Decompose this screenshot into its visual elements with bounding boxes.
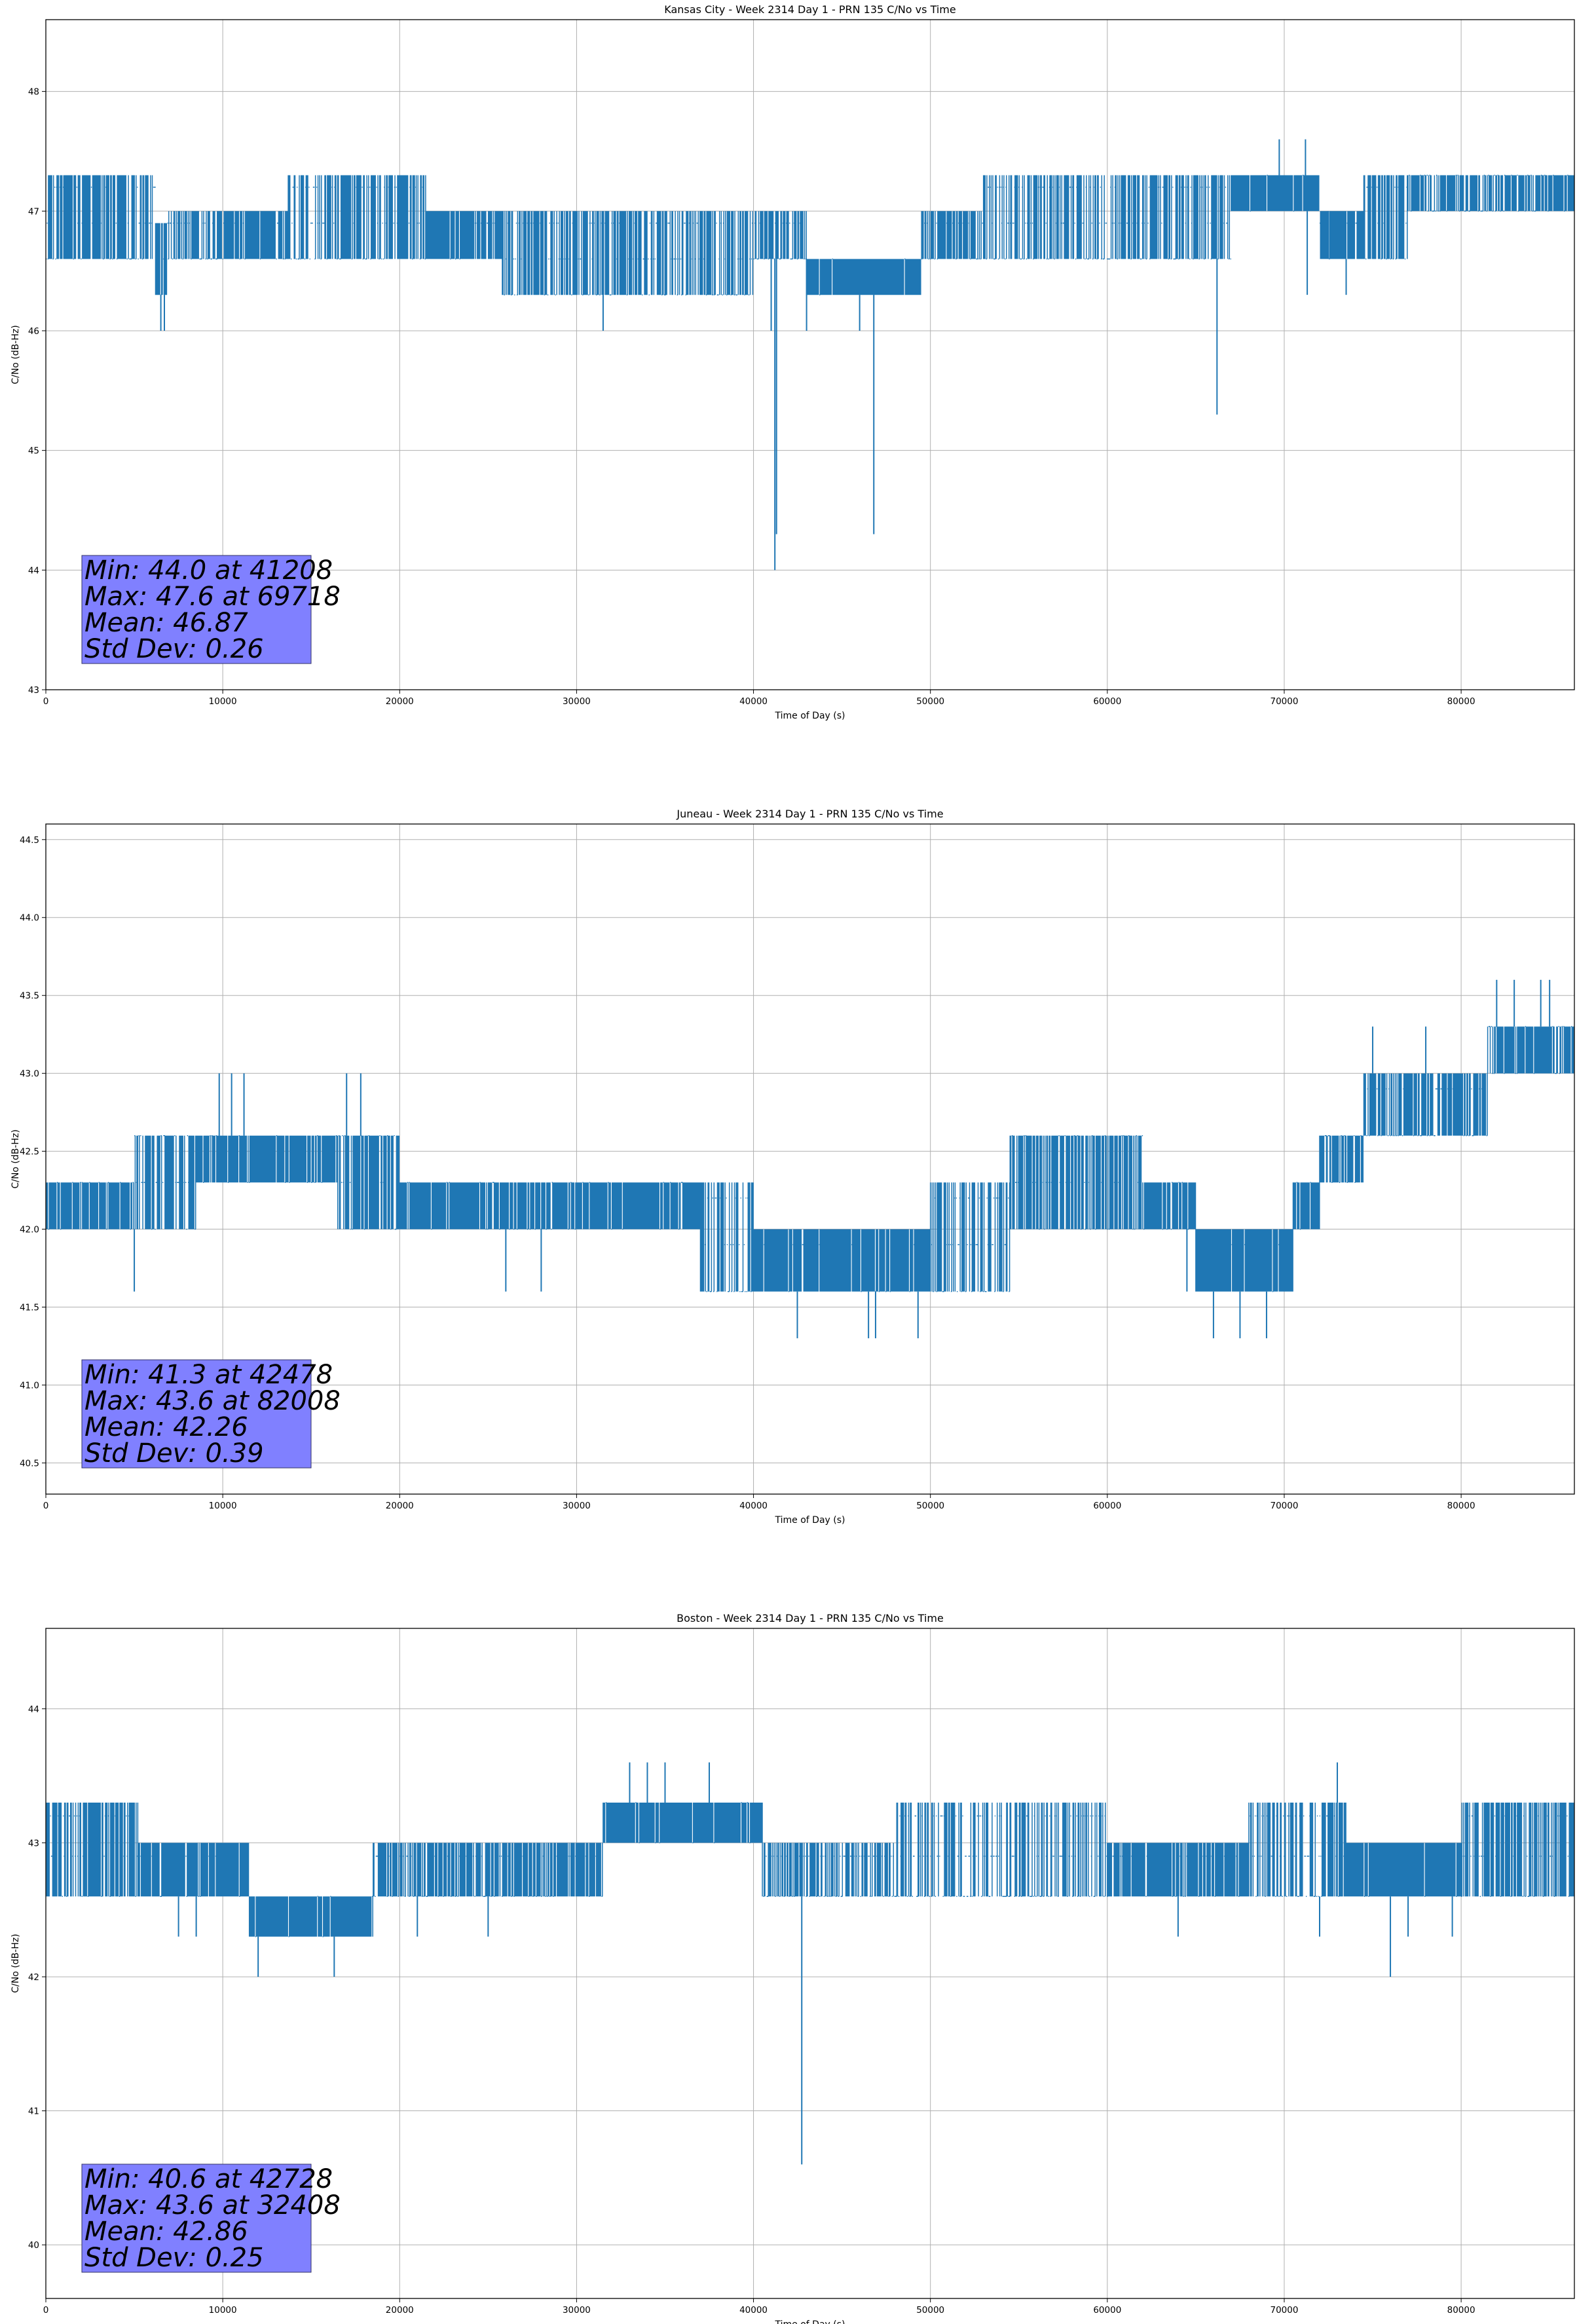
x-tick-label: 40000: [739, 1501, 768, 1511]
chart-panel-2: 0 10000 20000 30000 40000 50000 60000 70000 8000…: [10, 1612, 1575, 2324]
x-tick-label: 60000: [1093, 696, 1121, 707]
plot-frame: [45, 19, 1575, 690]
plot-frame: [45, 1628, 1575, 2299]
plot-frame: [45, 823, 1575, 1495]
stats-std: Std Dev: 0.39: [84, 1438, 264, 1469]
y-tick-label: 41.0: [20, 1380, 39, 1391]
x-tick-label: 50000: [916, 2305, 944, 2315]
y-tick-label: 44: [28, 565, 39, 576]
x-tick-label: 30000: [563, 1501, 591, 1511]
x-tick-label: 40000: [739, 2305, 768, 2315]
y-tick-label: 43: [28, 1838, 39, 1848]
x-tick-label: 80000: [1447, 2305, 1475, 2315]
x-axis-label: Time of Day (s): [775, 1515, 845, 1526]
x-axis-label: Time of Day (s): [775, 2319, 845, 2324]
series-cno: [46, 1762, 1574, 2165]
stats-max: Max: 43.6 at 32408: [84, 2190, 341, 2221]
x-tick-label: 0: [43, 1501, 49, 1511]
x-tick-label: 20000: [386, 696, 414, 707]
series-cno: [46, 139, 1574, 571]
y-tick-label: 43: [28, 685, 39, 696]
y-tick-label: 45: [28, 446, 39, 457]
y-axis-label: C/No (dB-Hz): [10, 325, 21, 384]
stats-std: Std Dev: 0.26: [84, 634, 264, 664]
x-axis-label: Time of Day (s): [775, 711, 845, 721]
x-tick-label: 0: [43, 696, 49, 707]
x-tick-label: 10000: [209, 2305, 237, 2315]
x-tick-label: 10000: [209, 1501, 237, 1511]
x-tick-label: 60000: [1093, 1501, 1121, 1511]
stats-mean: Mean: 46.87: [84, 608, 248, 638]
stats-box-bg: [81, 1359, 312, 1469]
y-axis-label: C/No (dB-Hz): [10, 1934, 21, 1993]
chart-panel-1: 0 10000 20000 30000 40000 50000 60000 70000 8000…: [10, 808, 1575, 1526]
series-line: [46, 1802, 1574, 1938]
stats-min: Min: 44.0 at 41208: [84, 555, 333, 586]
y-tick-label: 41.5: [20, 1303, 39, 1313]
stats-max: Max: 43.6 at 82008: [84, 1386, 341, 1416]
x-tick-label: 80000: [1447, 1501, 1475, 1511]
x-tick-label: 70000: [1270, 696, 1298, 707]
x-tick-label: 30000: [563, 2305, 591, 2315]
y-tick-label: 43.0: [20, 1069, 39, 1079]
stats-max: Max: 47.6 at 69718: [84, 582, 341, 612]
y-tick-label: 44.5: [20, 835, 39, 846]
series-cno: [46, 979, 1574, 1339]
y-axis-label: C/No (dB-Hz): [10, 1129, 21, 1188]
y-tick-label: 41: [28, 2107, 39, 2117]
stats-mean: Mean: 42.26: [84, 1412, 248, 1442]
x-tick-label: 70000: [1270, 2305, 1298, 2315]
x-tick-label: 70000: [1270, 1501, 1298, 1511]
stats-mean: Mean: 42.86: [84, 2217, 248, 2247]
x-tick-label: 0: [43, 2305, 49, 2315]
series-line: [46, 1026, 1574, 1292]
y-tick-label: 40: [28, 2240, 39, 2251]
chart-panel-0: 0 10000 20000 30000 40000 50000 60000 70000 8000…: [10, 3, 1575, 721]
y-tick-label: 46: [28, 326, 39, 337]
chart-title: Kansas City - Week 2314 Day 1 - PRN 135 …: [664, 3, 955, 16]
y-tick-label: 40.5: [20, 1458, 39, 1469]
stats-min: Min: 40.6 at 42728: [84, 2164, 333, 2194]
x-tick-label: 20000: [386, 2305, 414, 2315]
x-tick-label: 60000: [1093, 2305, 1121, 2315]
stats-std: Std Dev: 0.25: [84, 2243, 264, 2273]
x-tick-label: 80000: [1447, 696, 1475, 707]
y-tick-label: 44: [28, 1704, 39, 1715]
y-tick-label: 43.5: [20, 991, 39, 1002]
x-tick-label: 20000: [386, 1501, 414, 1511]
y-tick-label: 42.0: [20, 1225, 39, 1235]
series-line: [46, 174, 1574, 295]
stats-min: Min: 41.3 at 42478: [84, 1360, 333, 1390]
y-tick-label: 48: [28, 87, 39, 98]
x-tick-label: 40000: [739, 696, 768, 707]
x-tick-label: 50000: [916, 696, 944, 707]
chart-title: Boston - Week 2314 Day 1 - PRN 135 C/No …: [677, 1612, 944, 1624]
stats-box-bg: [81, 2164, 312, 2273]
y-tick-label: 42: [28, 1972, 39, 1983]
stats-box-bg: [81, 555, 312, 664]
x-tick-label: 30000: [563, 696, 591, 707]
y-tick-label: 44.0: [20, 913, 39, 924]
y-tick-label: 42.5: [20, 1147, 39, 1157]
chart-title: Juneau - Week 2314 Day 1 - PRN 135 C/No …: [676, 808, 943, 820]
y-tick-label: 47: [28, 206, 39, 217]
x-tick-label: 10000: [209, 696, 237, 707]
x-tick-label: 50000: [916, 1501, 944, 1511]
